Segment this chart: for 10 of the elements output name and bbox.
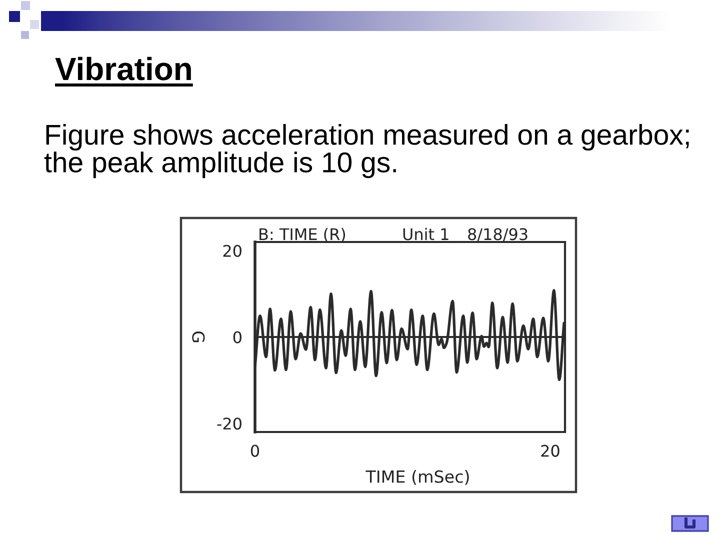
y-tick-label: 0	[233, 331, 242, 344]
chart-title: Vibration	[55, 56, 191, 80]
y-tick-label: -20	[217, 418, 242, 430]
text: 8/18/93	[468, 228, 528, 242]
y-axis-title: G	[192, 331, 205, 342]
y-tick-label: 20	[223, 244, 242, 257]
text: Unit 1	[403, 228, 448, 240]
x-axis-title: TIME (mSec)	[366, 470, 469, 485]
annotation: B: TIME (R)	[260, 228, 346, 242]
chart-subtitle: Figure shows acceleration measured on a gearbox; the peak amplitude is 10 gs.	[44, 124, 689, 178]
